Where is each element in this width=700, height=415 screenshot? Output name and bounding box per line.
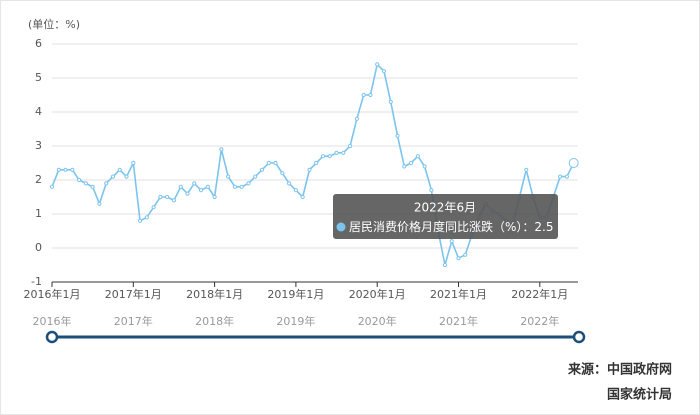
point <box>314 160 319 166</box>
point <box>361 92 366 98</box>
point <box>97 201 102 206</box>
point <box>463 252 468 257</box>
tooltip-marker <box>336 222 346 232</box>
point <box>408 160 414 166</box>
point <box>280 171 285 176</box>
y-tick-label: 0 <box>35 241 42 254</box>
slider-label: 2018年 <box>195 314 234 328</box>
point <box>77 177 82 183</box>
y-tick-label: 5 <box>35 71 42 84</box>
point <box>354 116 359 121</box>
plot: -1 0 1 2 3 4 5 6 2016年1月 2017年1月 2018年1月 2019年1月 202… <box>24 37 579 301</box>
point <box>171 198 177 203</box>
x-tick-label: 2019年1月 <box>267 287 324 301</box>
y-tick-label: 2 <box>35 173 42 186</box>
tooltip-text: 居民消费价格月度同比涨跌（%）：2.5 <box>349 219 554 234</box>
y-tick-label: 4 <box>35 105 42 118</box>
tooltip: 2022年6月 居民消费价格月度同比涨跌（%）：2.5 <box>333 194 558 239</box>
tooltip-title: 2022年6月 <box>414 201 476 215</box>
point <box>415 154 420 159</box>
point <box>320 154 326 159</box>
point <box>239 184 244 189</box>
x-tick-label: 2022年1月 <box>511 287 568 301</box>
y-tick-label: -1 <box>31 275 42 288</box>
point <box>70 167 75 172</box>
point <box>327 154 332 159</box>
point <box>178 184 183 189</box>
point <box>185 191 190 196</box>
tooltip-box <box>333 194 558 239</box>
point <box>568 158 579 168</box>
point <box>158 194 163 200</box>
x-tick-label: 2018年1月 <box>186 287 243 301</box>
y-tick-label: 3 <box>35 139 42 152</box>
point <box>442 262 448 268</box>
point <box>395 133 400 138</box>
point <box>300 194 305 200</box>
point <box>56 167 61 172</box>
point <box>449 239 454 244</box>
point <box>151 205 156 210</box>
point <box>341 150 346 155</box>
slider-label: 2022年 <box>520 314 559 328</box>
unit-label: (单位：%) <box>28 17 80 31</box>
y-tick-label: 6 <box>35 37 42 50</box>
point <box>198 188 204 193</box>
point <box>368 92 373 98</box>
point <box>144 215 149 220</box>
slider-handle[interactable] <box>45 330 59 344</box>
point <box>259 167 265 172</box>
slider-label: 2020年 <box>358 314 397 328</box>
point <box>212 194 217 200</box>
x-tick-label: 2021年1月 <box>430 287 487 301</box>
point <box>456 256 461 261</box>
point <box>117 167 122 172</box>
point <box>422 164 427 169</box>
point <box>388 99 393 104</box>
slider-label: 2016年 <box>33 314 72 328</box>
point <box>192 181 197 186</box>
x-tick-label: 2016年1月 <box>24 287 81 301</box>
x-tick-label: 2020年1月 <box>349 287 406 301</box>
point <box>110 174 116 179</box>
point <box>219 147 224 152</box>
point <box>104 181 109 186</box>
point <box>83 181 88 186</box>
point <box>558 174 563 179</box>
point <box>165 194 170 200</box>
slider-label: 2017年 <box>114 314 153 328</box>
point <box>273 160 278 166</box>
point <box>334 150 339 155</box>
point <box>232 184 238 189</box>
slider-label: 2019年 <box>276 314 315 328</box>
point <box>348 143 353 149</box>
source: 来源：中国政府网 <box>567 362 672 378</box>
point <box>307 167 312 172</box>
y-tick-label: 1 <box>35 207 42 220</box>
point <box>381 69 387 74</box>
point <box>246 181 251 186</box>
point <box>293 188 298 193</box>
point <box>205 184 210 189</box>
point <box>253 174 258 179</box>
point <box>287 181 292 186</box>
point <box>564 174 570 179</box>
point <box>226 174 231 179</box>
source: 国家统计局 <box>607 387 672 403</box>
slider-handle[interactable] <box>572 330 586 344</box>
point <box>131 160 136 166</box>
point <box>137 218 143 223</box>
point <box>524 167 529 172</box>
point <box>90 184 95 189</box>
point <box>429 188 434 193</box>
point <box>375 62 380 67</box>
point <box>124 174 129 179</box>
point <box>49 184 55 189</box>
slider-label: 2021年 <box>439 314 478 328</box>
x-tick-label: 2017年1月 <box>105 287 162 301</box>
point <box>63 167 68 172</box>
point <box>402 164 407 169</box>
point <box>266 160 271 166</box>
